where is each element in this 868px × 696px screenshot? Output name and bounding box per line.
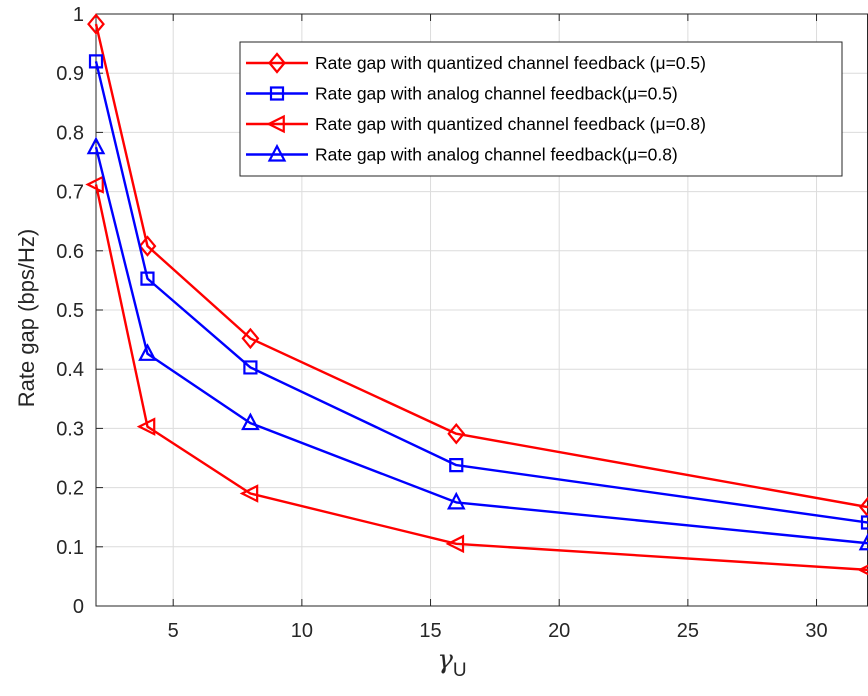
legend-label: Rate gap with quantized channel feedback… [315, 114, 706, 134]
data-point-triangle-left-marker [239, 484, 259, 503]
data-point-diamond-marker [87, 13, 105, 35]
data-point-diamond-marker [859, 496, 868, 518]
data-point-triangle-left-marker [85, 175, 104, 194]
y-tick-label: 0.3 [56, 418, 84, 440]
y-tick-label: 1 [73, 4, 84, 26]
data-point-square-marker [449, 458, 464, 473]
x-tick-label: 20 [548, 620, 570, 642]
series-2 [88, 54, 868, 530]
data-point-square-marker [243, 360, 258, 375]
legend: Rate gap with quantized channel feedback… [239, 41, 843, 177]
data-point-square-marker [88, 54, 104, 69]
x-tick-label: 25 [677, 620, 699, 642]
series-line [94, 184, 868, 572]
series-3 [85, 175, 868, 576]
data-point-triangle-up-marker [241, 412, 260, 431]
x-tick-label: 5 [168, 620, 179, 642]
data-point-triangle-up-marker [267, 143, 287, 162]
legend-label: Rate gap with analog channel feedback(μ=… [315, 84, 678, 104]
data-point-triangle-left-marker [136, 417, 156, 436]
x-tick-label: 15 [419, 620, 441, 642]
data-point-square-marker [140, 271, 155, 286]
y-tick-labels: 0 0.1 0.2 0.3 0.4 0.5 0.6 0.7 0.8 0.9 1 [56, 4, 84, 618]
y-tick-label: 0.1 [56, 537, 84, 559]
series-group [85, 13, 868, 576]
data-point-triangle-up-marker [858, 532, 868, 551]
legend-entry: Rate gap with analog channel feedback(μ=… [246, 84, 678, 104]
y-tick-label: 0 [73, 596, 84, 618]
data-point-triangle-up-marker [138, 343, 157, 361]
y-tick-label: 0.6 [56, 241, 84, 263]
series-4 [86, 136, 868, 551]
x-axis-label: γU [437, 645, 466, 681]
x-axis-label-symbol: γ [437, 645, 453, 675]
legend-label: Rate gap with analog channel feedback(μ=… [315, 145, 678, 165]
data-point-triangle-up-marker [446, 491, 466, 510]
data-point-triangle-left-marker [857, 564, 868, 576]
data-point-diamond-marker [138, 235, 157, 257]
series-line [94, 61, 868, 524]
legend-entry: Rate gap with analog channel feedback(μ=… [246, 143, 678, 165]
data-point-diamond-marker [268, 52, 286, 74]
y-tick-label: 0.7 [56, 182, 84, 204]
data-point-diamond-marker [447, 423, 466, 445]
y-tick-label: 0.8 [56, 122, 84, 144]
x-tick-labels: 5 10 15 20 25 30 [168, 620, 828, 642]
data-point-triangle-up-marker [86, 136, 106, 155]
data-point-triangle-left-marker [266, 114, 285, 134]
series-1 [87, 13, 868, 518]
series-line [94, 23, 868, 509]
y-tick-label: 0.2 [56, 478, 84, 500]
data-point-square-marker [860, 515, 868, 530]
y-tick-label: 0.9 [56, 63, 84, 85]
y-axis-label: Rate gap (bps/Hz) [14, 229, 39, 408]
x-axis-label-subscript: U [453, 660, 467, 681]
legend-entry: Rate gap with quantized channel feedback… [246, 114, 706, 134]
series-line [94, 146, 868, 545]
legend-box [239, 41, 843, 177]
data-point-square-marker [269, 86, 285, 101]
y-tick-label: 0.4 [56, 359, 84, 381]
data-point-triangle-left-marker [445, 534, 465, 554]
data-point-diamond-marker [241, 327, 260, 350]
x-tick-label: 30 [805, 620, 827, 642]
x-tick-label: 10 [291, 620, 313, 642]
legend-label: Rate gap with quantized channel feedback… [315, 53, 706, 73]
y-tick-label: 0.5 [56, 300, 84, 322]
legend-entry: Rate gap with quantized channel feedback… [246, 52, 706, 74]
